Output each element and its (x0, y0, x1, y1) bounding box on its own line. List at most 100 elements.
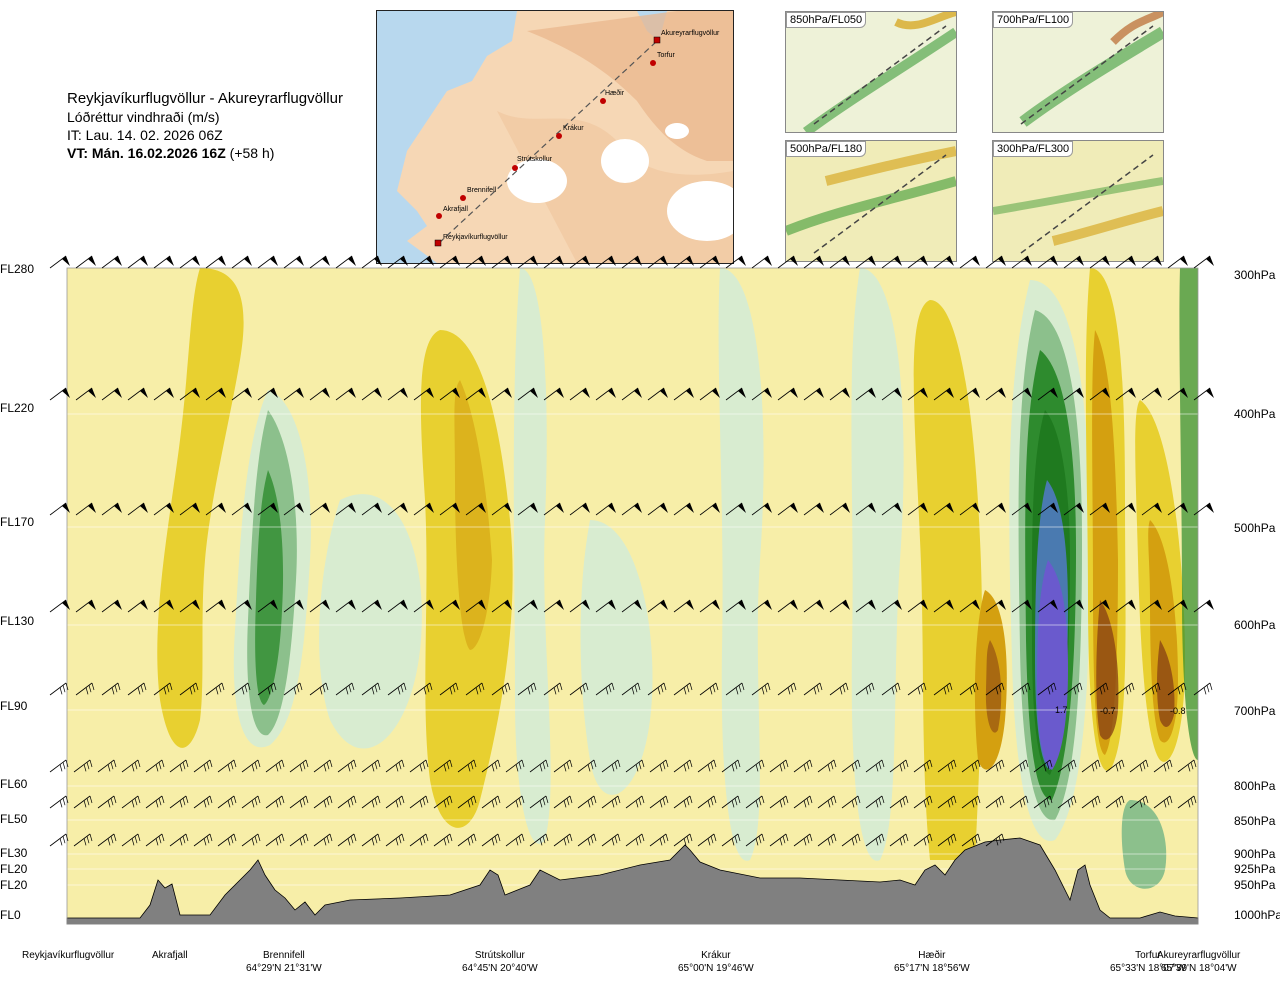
wind-barb (517, 255, 538, 269)
location-label: Reykjavíkurflugvöllur (22, 950, 114, 961)
wind-barb (1129, 795, 1149, 809)
wind-barb (769, 795, 789, 809)
location-name: Torfur (1135, 950, 1161, 961)
wind-barb (865, 759, 885, 773)
location-name: Strútskollur (474, 950, 525, 961)
wind-barb (621, 682, 641, 696)
thumbnail-500hpa[interactable]: 500hPa/FL180 (785, 140, 957, 262)
wind-barb (413, 599, 434, 613)
wind-barb (283, 599, 304, 613)
wind-barb (1063, 387, 1084, 401)
wind-barb (817, 795, 837, 809)
wind-barb (1089, 502, 1110, 516)
wind-barb (959, 502, 980, 516)
thumbnail-700hpa[interactable]: 700hPa/FL100 (992, 11, 1164, 133)
wind-barb (1141, 255, 1162, 269)
wind-barb (865, 795, 885, 809)
map-label-akrafjall: Akrafjall (443, 206, 468, 213)
wind-barb (283, 502, 304, 516)
wind-barb (889, 759, 909, 773)
wind-barb (543, 502, 564, 516)
wind-barb (1193, 387, 1214, 401)
wind-barb (649, 759, 669, 773)
thumbnail-map (786, 12, 956, 132)
pressure-label: 900hPa (1234, 847, 1276, 861)
location-label: Strútskollur 64°45'N 20°40'W (462, 950, 538, 974)
wind-barb (829, 599, 850, 613)
wind-barb (699, 682, 719, 696)
wind-barb (595, 599, 616, 613)
wind-barb (491, 387, 512, 401)
wind-barb (75, 682, 95, 696)
route-map[interactable]: Akureyrarflugvöllur Torfur Hæðir Krákur … (376, 10, 734, 264)
wind-barb (153, 682, 173, 696)
wind-barb (457, 795, 477, 809)
value-label: -0.8 (1170, 706, 1186, 716)
wind-barb (231, 255, 252, 269)
wind-barb (193, 795, 213, 809)
wind-barb (179, 682, 199, 696)
wind-barb (601, 833, 621, 847)
route-map-graphic: Akureyrarflugvöllur Torfur Hæðir Krákur … (377, 11, 733, 263)
location-coord: 65°17'N 18°56'W (894, 963, 970, 974)
wind-barb (101, 387, 122, 401)
thumbnail-850hpa[interactable]: 850hPa/FL050 (785, 11, 957, 133)
wind-barb (73, 795, 93, 809)
wind-barb (1153, 795, 1173, 809)
wind-barb (1009, 795, 1029, 809)
wind-barb (1063, 255, 1084, 269)
wind-barb (49, 387, 70, 401)
map-label-brennifell: Brennifell (467, 187, 497, 194)
wind-barb (647, 599, 668, 613)
wind-barb (881, 682, 901, 696)
wind-barb (465, 682, 485, 696)
location-name: Hæðir (918, 950, 946, 961)
wind-barb (933, 387, 954, 401)
thumbnail-300hpa[interactable]: 300hPa/FL300 (992, 140, 1164, 262)
wind-barb (751, 682, 771, 696)
wind-barb (751, 599, 772, 613)
thumbnail-map (993, 12, 1163, 132)
wind-barb (985, 255, 1006, 269)
wind-barb (829, 387, 850, 401)
wind-barb (829, 255, 850, 269)
wind-barb (387, 682, 407, 696)
wind-barb (721, 833, 741, 847)
wind-barb (439, 502, 460, 516)
wind-barb (1177, 759, 1197, 773)
wind-barb (1141, 387, 1162, 401)
wind-barb (1193, 682, 1213, 696)
wind-barb (309, 387, 330, 401)
wind-barb (127, 599, 148, 613)
wind-barb (75, 255, 96, 269)
wind-barb (1037, 255, 1058, 269)
wind-barb (205, 599, 226, 613)
wind-barb (1129, 759, 1149, 773)
wind-barb (647, 682, 667, 696)
wind-barb (625, 833, 645, 847)
thumbnail-label: 300hPa/FL300 (993, 141, 1074, 157)
wind-barb (49, 795, 69, 809)
wind-barb (1167, 387, 1188, 401)
wind-barb (937, 833, 957, 847)
thumbnail-label: 850hPa/FL050 (786, 12, 867, 28)
location-coord: 65°33'N 18°07'W (1110, 963, 1186, 974)
wind-barb (1141, 599, 1162, 613)
wind-barb (777, 502, 798, 516)
wind-barb (881, 502, 902, 516)
wind-barb (413, 387, 434, 401)
wind-barb (457, 759, 477, 773)
pressure-label: 800hPa (1234, 779, 1276, 793)
fl-label: FL280 (0, 262, 35, 276)
wind-barb (465, 255, 486, 269)
wind-barb (1011, 599, 1032, 613)
wind-barb (855, 599, 876, 613)
wind-barb (1177, 795, 1197, 809)
wind-barb (409, 759, 429, 773)
wind-barb (1167, 502, 1188, 516)
wind-barb (601, 795, 621, 809)
location-coord: 64°29'N 21°31'W (246, 963, 322, 974)
wind-barb (961, 759, 981, 773)
wind-barb (309, 599, 330, 613)
location-name: Reykjavíkurflugvöllur (22, 950, 115, 961)
